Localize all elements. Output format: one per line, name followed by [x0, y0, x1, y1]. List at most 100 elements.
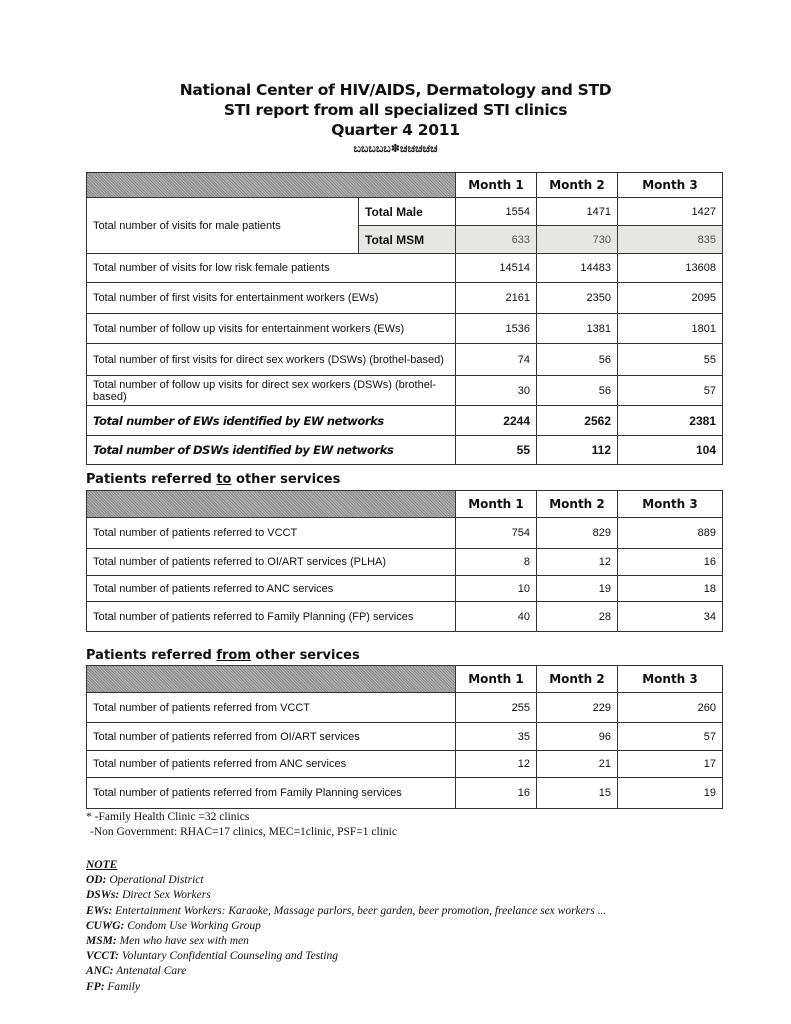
note-item: OD: Operational District: [86, 874, 204, 887]
row-label: Total number of patients referred to VCC…: [86, 517, 456, 549]
cell: 1536: [455, 313, 537, 344]
table-row: Total MSM 633 730 835: [87, 225, 723, 254]
table-row: Total number of patients referred to OI/…: [86, 548, 723, 576]
cell: 730: [536, 225, 618, 254]
cell: 16: [617, 548, 723, 576]
cell: 829: [536, 517, 618, 549]
table-row: Total number of first visits for direct …: [86, 343, 723, 376]
cell: 10: [455, 575, 537, 602]
row-label: Total number of patients referred to OI/…: [86, 548, 456, 576]
section-heading-referred-to: Patients referred to other services: [86, 472, 341, 487]
note-item: DSWs: Direct Sex Workers: [86, 889, 211, 902]
table-row: Total number of patients referred from A…: [86, 750, 723, 778]
referred-from-table: Month 1 Month 2 Month 3 Total number of …: [86, 665, 723, 809]
cell: 12: [536, 548, 618, 576]
col-month-3: Month 3: [617, 490, 723, 518]
cell: 2381: [617, 405, 723, 436]
note-item: ANC: Antenatal Care: [86, 965, 187, 978]
report-title: National Center of HIV/AIDS, Dermatology…: [0, 80, 791, 158]
cell: 56: [536, 375, 618, 406]
col-month-1: Month 1: [455, 172, 537, 198]
table-row: Total number of EWs identified by EW net…: [86, 405, 723, 436]
table-row: Total number of follow up visits for dir…: [86, 375, 723, 406]
cell: 21: [536, 750, 618, 778]
row-label: Total number of patients referred from O…: [86, 722, 456, 751]
title-line-1: National Center of HIV/AIDS, Dermatology…: [179, 81, 612, 99]
note-item: VCCT: Voluntary Confidential Counseling …: [86, 950, 339, 963]
cell: 14514: [455, 253, 537, 283]
cell: 17: [617, 750, 723, 778]
cell: 15: [536, 777, 618, 809]
row-label: Total number of first visits for enterta…: [86, 282, 456, 314]
col-month-2: Month 2: [536, 172, 618, 198]
row-label: Total number of DSWs identified by EW ne…: [86, 435, 456, 465]
cell: 19: [536, 575, 618, 602]
col-month-3: Month 3: [617, 665, 723, 693]
col-month-3: Month 3: [617, 172, 723, 198]
cell: 2562: [536, 405, 618, 436]
footnote-line: -Non Government: RHAC=17 clinics, MEC=1c…: [90, 826, 397, 838]
table-row: Total number of visits for male patients…: [86, 197, 723, 254]
row-label: Total number of follow up visits for dir…: [86, 375, 456, 406]
cell: 104: [617, 435, 723, 465]
cell: 8: [455, 548, 537, 576]
cell: 13608: [617, 253, 723, 283]
row-label: Total number of visits for male patients: [86, 197, 359, 254]
cell: 19: [617, 777, 723, 809]
cell: 55: [455, 435, 537, 465]
visits-table: Month 1 Month 2 Month 3 Total number of …: [86, 172, 723, 465]
title-line-2: STI report from all specialized STI clin…: [223, 101, 568, 119]
cell: 1471: [536, 197, 618, 226]
cell: 34: [617, 601, 723, 632]
table-row: Total number of patients referred to Fam…: [86, 601, 723, 632]
table-row: Total number of visits for low risk fema…: [86, 253, 723, 283]
cell: 57: [617, 722, 723, 751]
cell: 1427: [617, 197, 723, 226]
cell: 229: [536, 692, 618, 723]
cell: 1554: [455, 197, 537, 226]
row-label: Total number of first visits for direct …: [86, 343, 456, 376]
cell: 18: [617, 575, 723, 602]
cell: 55: [617, 343, 723, 376]
row-label: Total number of visits for low risk fema…: [86, 253, 456, 283]
table-row: Total number of patients referred to VCC…: [86, 517, 723, 549]
cell: 835: [617, 225, 723, 254]
cell: 1381: [536, 313, 618, 344]
col-month-2: Month 2: [536, 665, 618, 693]
row-label: Total number of patients referred from A…: [86, 750, 456, 778]
note-item: FP: Family: [86, 980, 140, 993]
cell: 40: [455, 601, 537, 632]
table-row: Total number of patients referred to ANC…: [86, 575, 723, 602]
ornament-divider: ಬಬಬಬಬ✽ಚಚಚಚಚ: [353, 142, 438, 155]
title-line-3: Quarter 4 2011: [331, 121, 460, 139]
table-row: Total number of follow up visits for ent…: [86, 313, 723, 344]
cell: 633: [455, 225, 537, 254]
row-label: Total number of patients referred to Fam…: [86, 601, 456, 632]
cell: 260: [617, 692, 723, 723]
row-label: Total number of patients referred from V…: [86, 692, 456, 723]
table-row: Total number of patients referred from O…: [86, 722, 723, 751]
sub-label: Total MSM: [358, 225, 456, 254]
notes: NOTE OD: Operational District DSWs: Direc…: [86, 858, 606, 995]
note-item: CUWG: Condom Use Working Group: [86, 919, 261, 932]
cell: 255: [455, 692, 537, 723]
cell: 2095: [617, 282, 723, 314]
cell: 56: [536, 343, 618, 376]
col-month-1: Month 1: [455, 490, 537, 518]
col-month-2: Month 2: [536, 490, 618, 518]
hatched-header-cell: [86, 172, 456, 198]
table-row: Total number of first visits for enterta…: [86, 282, 723, 314]
table-row: Total number of patients referred from V…: [86, 692, 723, 723]
hatched-header-cell: [86, 490, 456, 518]
cell: 30: [455, 375, 537, 406]
notes-title: NOTE: [86, 859, 118, 871]
sub-label: Total Male: [358, 197, 456, 226]
cell: 28: [536, 601, 618, 632]
cell: 889: [617, 517, 723, 549]
cell: 1801: [617, 313, 723, 344]
cell: 2161: [455, 282, 537, 314]
row-label: Total number of patients referred from F…: [86, 777, 456, 809]
note-item: EWs: Entertainment Workers: Karaoke, Mas…: [86, 904, 607, 917]
cell: 35: [455, 722, 537, 751]
